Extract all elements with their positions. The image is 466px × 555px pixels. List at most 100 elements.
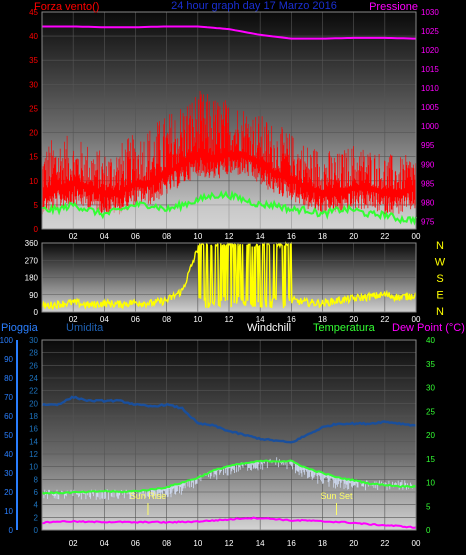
y-tick-label-humidity: 24 (29, 374, 38, 383)
y-tick-label-humidity: 6 (34, 488, 39, 497)
sun-annotations: Sun Rise Sun Set (130, 491, 353, 515)
compass-label: S (436, 273, 443, 285)
area-average-wind (42, 192, 416, 229)
compass-label: E (436, 290, 443, 302)
x-tick-label: 02 (69, 315, 78, 324)
legend-humidity: Umidita (66, 322, 104, 334)
y-tick-label-wind: 30 (29, 80, 38, 89)
x-tick-label: 02 (69, 232, 78, 241)
y-tick-label-temperature: 25 (426, 407, 435, 416)
y-tick-label-wind: 5 (34, 201, 39, 210)
x-tick-label: 06 (131, 315, 140, 324)
y-tick-label-pressure: 1020 (421, 46, 439, 55)
x-tick-label: 18 (318, 232, 327, 241)
panel3-frame (41, 339, 417, 531)
x-tick-label: 00 (412, 232, 421, 241)
x-tick-label: 18 (318, 315, 327, 324)
y-tick-label-humidity: 28 (29, 349, 38, 358)
panel2-ticks: 0 90 180 270 360 02 04 06 08 10 12 14 16 18 20 22 00 (25, 239, 421, 324)
y-tick-label-wind: 25 (29, 104, 38, 113)
x-tick-label: 08 (162, 315, 171, 324)
compass-label: N (436, 240, 444, 252)
y-tick-label-direction: 90 (29, 291, 38, 300)
y-tick-label-humidity: 10 (29, 463, 38, 472)
y-tick-label-pressure: 1010 (421, 84, 439, 93)
legend-windchill: Windchill (247, 322, 291, 334)
y-tick-label-temperature: 20 (426, 431, 435, 440)
x-tick-label: 16 (287, 539, 296, 548)
panel3-series (41, 395, 417, 529)
x-tick-label: 12 (225, 232, 234, 241)
x-tick-label: 08 (162, 232, 171, 241)
y-tick-label-pressure: 1000 (421, 122, 439, 131)
x-tick-label: 06 (131, 232, 140, 241)
y-tick-label-temperature: 30 (426, 384, 435, 393)
wind-axis-title: Forza vento() (34, 1, 99, 13)
pressure-axis-title: Pressione (369, 1, 418, 13)
y-tick-label-wind: 40 (29, 32, 38, 41)
y-tick-label-rain: 70 (4, 393, 13, 402)
x-tick-label: 14 (256, 539, 265, 548)
y-tick-label-pressure: 995 (421, 141, 435, 150)
series-wind-direction (41, 241, 417, 311)
y-tick-label-wind: 10 (29, 177, 38, 186)
y-tick-label-rain: 80 (4, 374, 13, 383)
x-tick-label: 20 (349, 539, 358, 548)
y-tick-label-humidity: 0 (34, 526, 39, 535)
x-tick-label: 22 (380, 315, 389, 324)
y-tick-label-rain: 100 (0, 336, 14, 345)
y-tick-label-humidity: 22 (29, 387, 38, 396)
chart-title: 24 hour graph day 17 Marzo 2016 (171, 0, 337, 12)
y-tick-label-pressure: 980 (421, 198, 435, 207)
sun-label: Sun Rise (130, 491, 167, 501)
y-tick-label-wind: 35 (29, 56, 38, 65)
panel2-frame (41, 242, 417, 313)
x-tick-label: 04 (100, 232, 109, 241)
x-tick-label: 22 (380, 539, 389, 548)
sun-label: Sun Set (321, 491, 354, 501)
y-tick-label-rain: 50 (4, 431, 13, 440)
panel1-series (41, 25, 417, 229)
x-tick-label: 20 (349, 315, 358, 324)
series-humidity (41, 395, 417, 444)
x-tick-label: 12 (225, 539, 234, 548)
y-tick-label-rain: 90 (4, 355, 13, 364)
y-tick-label-humidity: 8 (34, 475, 39, 484)
y-tick-label-temperature: 5 (426, 502, 431, 511)
y-tick-label-temperature: 40 (426, 336, 435, 345)
x-tick-label: 06 (131, 539, 140, 548)
x-tick-label: 16 (287, 315, 296, 324)
temperature-panel: Pioggia Umidita Windchill Temperatura De… (0, 322, 465, 548)
x-tick-label: 16 (287, 232, 296, 241)
panel1-ticks: 0510152025303540459759809859909951000100… (29, 8, 439, 241)
y-tick-label-pressure: 985 (421, 179, 435, 188)
x-tick-label: 02 (69, 539, 78, 548)
x-tick-label: 10 (193, 232, 202, 241)
y-tick-label-pressure: 1025 (421, 27, 439, 36)
x-tick-label: 12 (225, 315, 234, 324)
y-tick-label-humidity: 20 (29, 399, 38, 408)
y-tick-label-temperature: 10 (426, 479, 435, 488)
x-tick-label: 18 (318, 539, 327, 548)
y-tick-label-direction: 270 (25, 256, 39, 265)
x-tick-label: 04 (100, 315, 109, 324)
y-tick-label-pressure: 1030 (421, 8, 439, 17)
y-tick-label-humidity: 26 (29, 361, 38, 370)
x-tick-label: 04 (100, 539, 109, 548)
series-pressure (42, 25, 416, 40)
x-tick-label: 20 (349, 232, 358, 241)
x-tick-label: 14 (256, 232, 265, 241)
compass-label: W (435, 257, 446, 269)
panel2-series (41, 241, 417, 311)
x-tick-label: 08 (162, 539, 171, 548)
y-tick-label-pressure: 1015 (421, 65, 439, 74)
y-tick-label-temperature: 0 (426, 526, 431, 535)
y-tick-label-wind: 20 (29, 129, 38, 138)
y-tick-label-humidity: 16 (29, 425, 38, 434)
x-tick-label: 00 (412, 539, 421, 548)
y-tick-label-rain: 40 (4, 450, 13, 459)
y-tick-label-temperature: 35 (426, 360, 435, 369)
x-tick-label: 22 (380, 232, 389, 241)
y-tick-label-temperature: 15 (426, 455, 435, 464)
